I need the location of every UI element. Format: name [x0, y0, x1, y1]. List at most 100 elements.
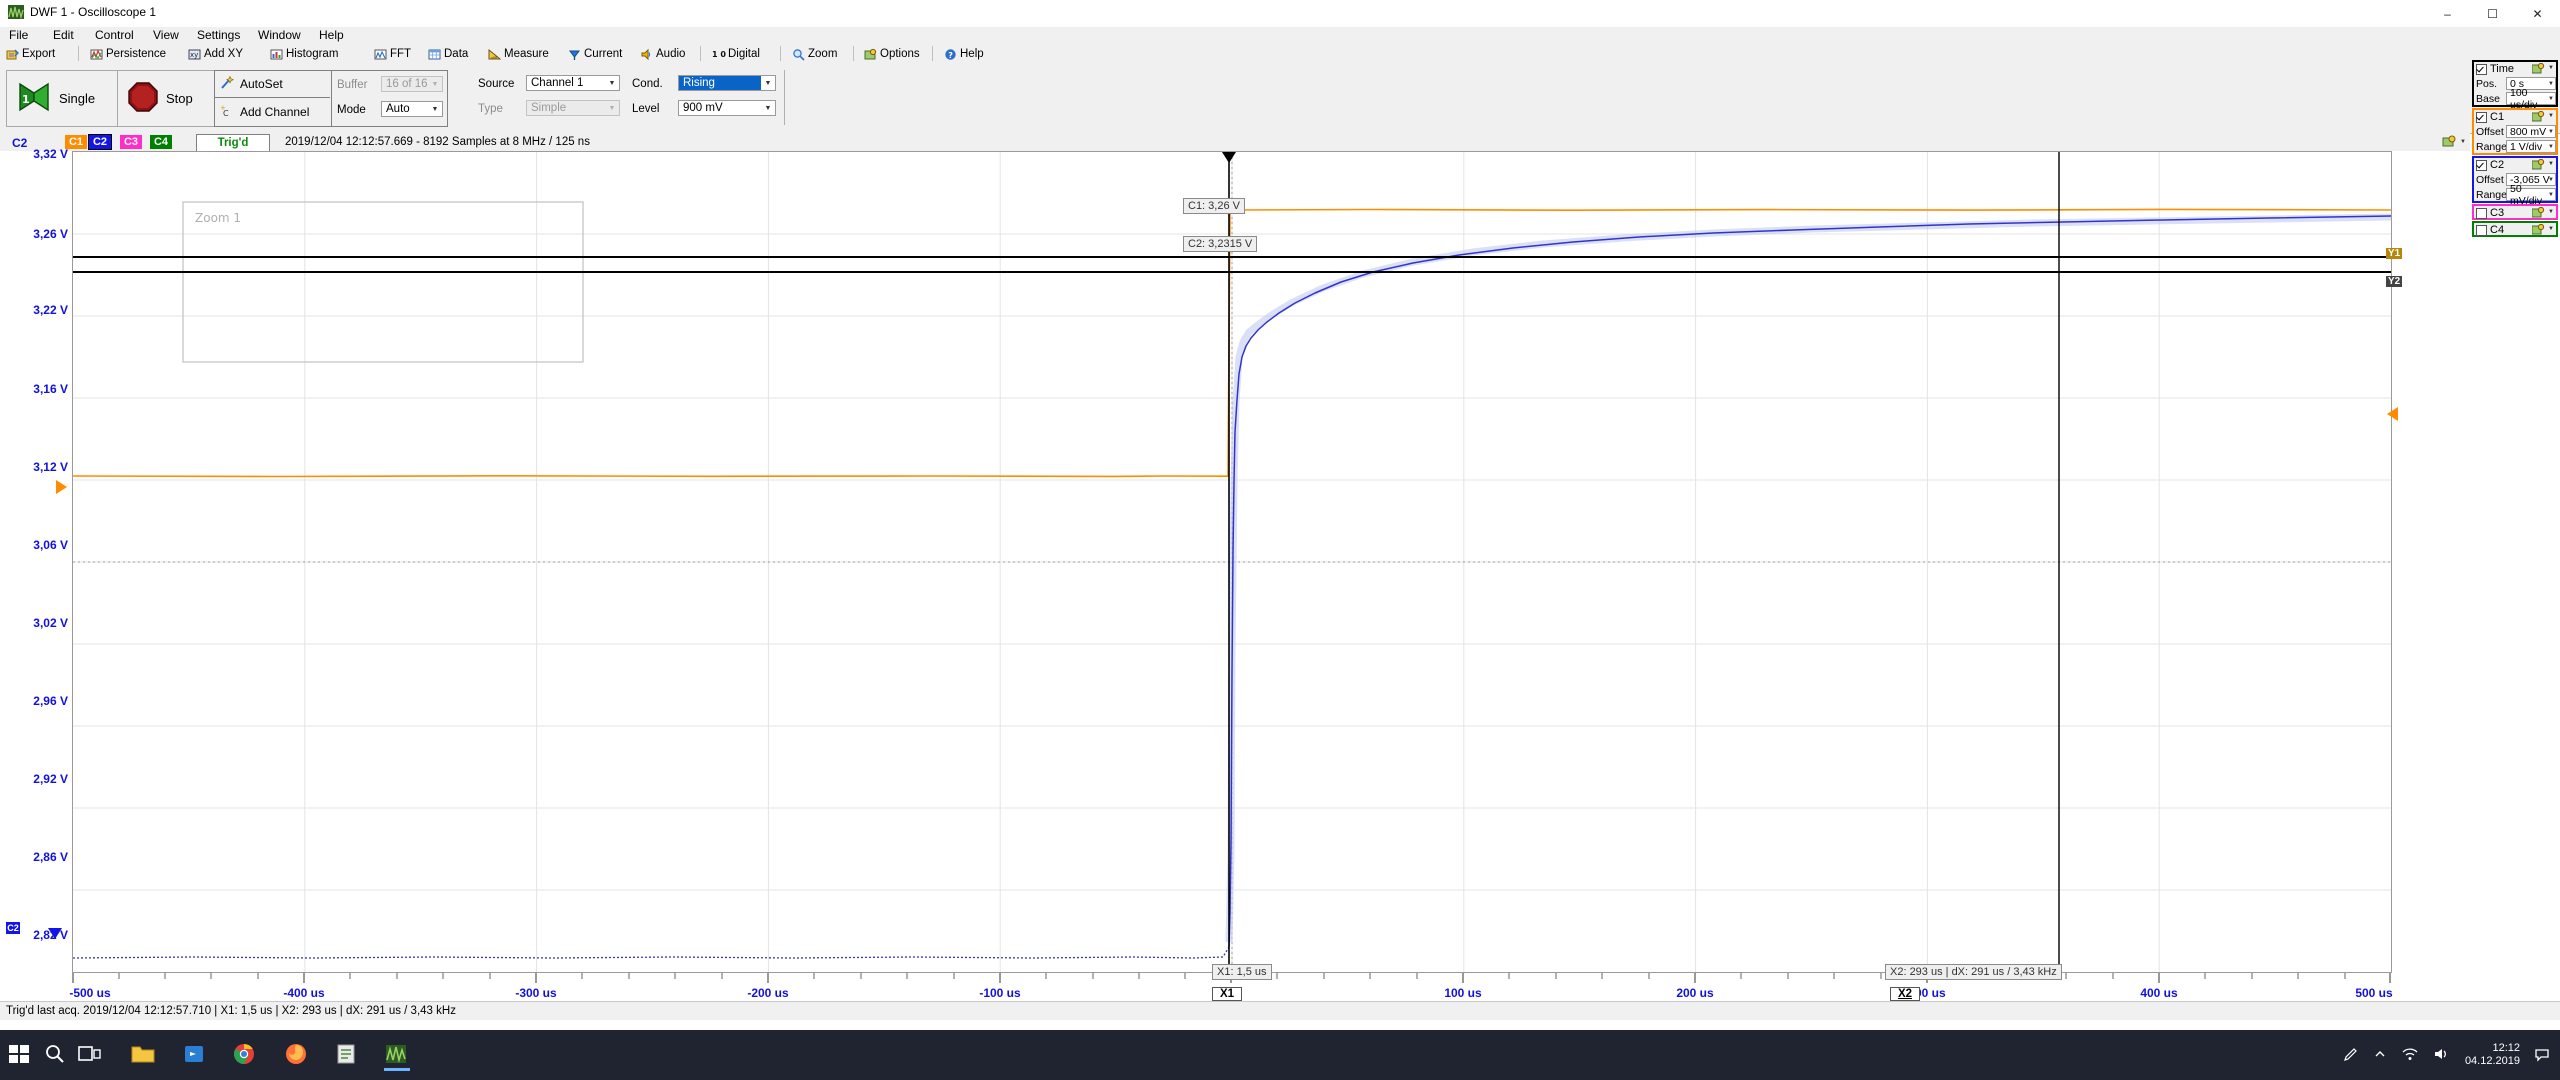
chevron-down-icon[interactable]: ▼: [2548, 80, 2554, 87]
x1-cursor-marker[interactable]: X1: [1212, 987, 1242, 1001]
toolbar-measure[interactable]: Measure: [486, 45, 551, 63]
toolbar-help[interactable]: ? Help: [942, 45, 986, 63]
chevron-up-icon[interactable]: [2373, 1047, 2387, 1064]
chevron-down-icon[interactable]: ▼: [2548, 143, 2554, 150]
chevron-down-icon[interactable]: ▼: [2548, 95, 2554, 102]
store-icon[interactable]: [182, 1042, 208, 1068]
single-button[interactable]: 1 Single: [6, 70, 123, 127]
toolbar-current[interactable]: Current: [566, 45, 624, 63]
x2-cursor-label[interactable]: X2: 293 us | dX: 291 us / 3,43 kHz: [1885, 964, 2062, 980]
chevron-down-icon[interactable]: ▼: [2460, 139, 2466, 145]
waveform-canvas[interactable]: Zoom 1 C1: 3,26 V C2: 3,: [72, 151, 2392, 973]
time-pos-value[interactable]: 0 s ▼: [2506, 77, 2556, 90]
close-button[interactable]: ✕: [2532, 6, 2543, 21]
firefox-icon[interactable]: [284, 1042, 310, 1068]
toolbar-zoom[interactable]: Zoom: [790, 45, 839, 63]
channel-tab-c2[interactable]: C2: [88, 134, 112, 150]
sidebar-c2-header[interactable]: C2 ▼: [2474, 158, 2556, 172]
notepadpp-icon[interactable]: [334, 1042, 360, 1068]
chevron-down-icon[interactable]: ▼: [2548, 128, 2554, 135]
x-tick-7: 200 us: [1676, 986, 1714, 1000]
chevron-down-icon[interactable]: ▼: [2548, 209, 2554, 215]
menu-control[interactable]: Control: [95, 28, 134, 42]
chevron-down-icon[interactable]: ▼: [2548, 161, 2554, 167]
c3-options-icon[interactable]: [2531, 206, 2545, 219]
channel-tab-c3[interactable]: C3: [120, 135, 142, 149]
network-icon[interactable]: [2401, 1046, 2419, 1065]
toolbar-persistence[interactable]: Persistence: [88, 45, 168, 63]
c4-options-icon[interactable]: [2531, 223, 2545, 236]
c2-options-icon[interactable]: [2531, 158, 2545, 171]
toolbar-digital[interactable]: 1 0 Digital: [710, 45, 762, 63]
toolbar-export[interactable]: Export: [4, 45, 57, 63]
y2-cursor-badge[interactable]: Y2: [2386, 276, 2403, 287]
windows-taskbar: 12:12 04.12.2019: [0, 1030, 2560, 1080]
stop-button[interactable]: Stop: [117, 70, 229, 127]
chevron-down-icon[interactable]: ▼: [2548, 113, 2554, 119]
add-channel-button[interactable]: + C Add Channel: [215, 98, 330, 125]
taskview-icon[interactable]: [78, 1042, 104, 1068]
x2-cursor-marker[interactable]: X2: [1890, 987, 1920, 1001]
toolbar-fft[interactable]: FFT: [372, 45, 413, 63]
waveforms-taskbar-icon[interactable]: [384, 1042, 410, 1071]
trigger-level-handle[interactable]: [2387, 407, 2398, 421]
menu-help[interactable]: Help: [319, 28, 344, 42]
toolbar-data[interactable]: Data: [426, 45, 470, 63]
volume-icon[interactable]: [2433, 1046, 2451, 1065]
level-combo[interactable]: 900 mV ▼: [678, 100, 776, 116]
c1-offset-handle[interactable]: [56, 480, 67, 494]
sidebar-c1-header[interactable]: C1 ▼: [2474, 110, 2556, 124]
windows-icon[interactable]: [8, 1043, 32, 1067]
mode-combo[interactable]: Auto ▼: [381, 101, 443, 117]
menu-settings[interactable]: Settings: [197, 28, 241, 42]
scope-menu-icon[interactable]: [2442, 135, 2456, 149]
menu-file[interactable]: File: [9, 28, 29, 42]
c2-offset-handle[interactable]: [48, 928, 62, 939]
time-options-icon[interactable]: [2531, 62, 2545, 75]
x1-cursor-label[interactable]: X1: 1,5 us: [1212, 964, 1272, 980]
autoset-button[interactable]: AutoSet: [215, 71, 330, 98]
mode-label: Mode: [337, 104, 366, 116]
toolbar-audio[interactable]: Audio: [638, 45, 687, 63]
sidebar-time-header[interactable]: Time ▼: [2474, 62, 2556, 76]
channel-tab-c1[interactable]: C1: [65, 135, 87, 149]
menu-edit[interactable]: Edit: [53, 28, 74, 42]
c2-range-value[interactable]: 50 mV/div ▼: [2506, 183, 2556, 207]
c1-options-icon[interactable]: [2531, 110, 2545, 123]
buffer-combo[interactable]: 16 of 16 ▼: [381, 76, 443, 92]
chrome-icon[interactable]: [232, 1042, 258, 1068]
time-checkbox[interactable]: [2476, 63, 2487, 75]
pen-icon[interactable]: [2343, 1046, 2359, 1065]
time-base-value[interactable]: 100 us/div ▼: [2506, 87, 2556, 111]
chevron-down-icon[interactable]: ▼: [2548, 226, 2554, 232]
search-icon[interactable]: [44, 1043, 68, 1067]
type-combo[interactable]: Simple ▼: [526, 100, 620, 116]
menu-window[interactable]: Window: [258, 28, 301, 42]
c3-checkbox[interactable]: [2476, 207, 2487, 219]
c4-checkbox[interactable]: [2476, 224, 2487, 236]
source-combo[interactable]: Channel 1 ▼: [526, 75, 620, 91]
channel-tab-c4[interactable]: C4: [150, 135, 172, 149]
y1-cursor-badge[interactable]: Y1: [2386, 248, 2403, 259]
c2-checkbox[interactable]: [2476, 159, 2487, 171]
maximize-button[interactable]: ☐: [2487, 6, 2498, 21]
c2-offset-value[interactable]: -3,065 V ▼: [2506, 173, 2556, 186]
notifications-icon[interactable]: [2534, 1046, 2550, 1065]
toolbar-options[interactable]: Options: [862, 45, 922, 63]
menu-view[interactable]: View: [153, 28, 179, 42]
menu-bar: File Edit Control View Settings Window H…: [0, 27, 2560, 44]
toolbar-addxy[interactable]: xy Add XY: [186, 45, 245, 63]
chevron-down-icon[interactable]: ▼: [2548, 65, 2554, 71]
sidebar-c3-header[interactable]: C3 ▼: [2474, 206, 2556, 220]
c1-offset-value[interactable]: 800 mV ▼: [2506, 125, 2556, 138]
taskbar-clock[interactable]: 12:12 04.12.2019: [2465, 1042, 2520, 1068]
c1-checkbox[interactable]: [2476, 111, 2487, 123]
chevron-down-icon[interactable]: ▼: [2548, 191, 2554, 198]
minimize-button[interactable]: –: [2444, 6, 2451, 21]
cond-combo[interactable]: Rising ▼: [678, 75, 776, 91]
chevron-down-icon[interactable]: ▼: [2548, 176, 2554, 183]
toolbar-histogram[interactable]: Histogram: [268, 45, 340, 63]
sidebar-c4-header[interactable]: C4 ▼: [2474, 223, 2556, 237]
c1-range-value[interactable]: 1 V/div ▼: [2506, 140, 2556, 153]
folder-icon[interactable]: [130, 1042, 156, 1068]
